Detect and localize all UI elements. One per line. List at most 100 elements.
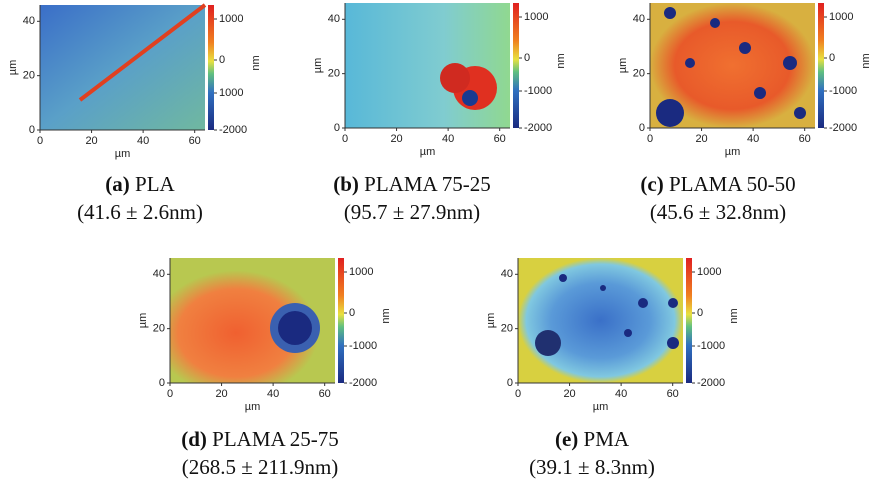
y-tick-label: 0 — [29, 124, 35, 136]
colorbar-tick-label: -2000 — [697, 377, 725, 389]
colorbar-tick-label: 1000 — [219, 13, 243, 25]
caption-line: (b) PLAMA 75-25 — [282, 170, 542, 198]
y-tick-label: 20 — [153, 323, 165, 335]
x-axis-label: µm — [115, 148, 131, 160]
colorbar-label: nm — [860, 53, 872, 68]
x-tick-label: 60 — [189, 135, 201, 147]
caption: (a) PLA (41.6 ± 2.6nm) — [10, 170, 270, 226]
colorbar-tick-label: 0 — [829, 52, 835, 64]
colorbar — [338, 258, 344, 383]
y-tick-label: 0 — [639, 122, 645, 134]
caption-roughness: (39.1 ± 8.3nm) — [529, 455, 655, 479]
colorbar — [513, 3, 519, 128]
pit — [783, 56, 797, 70]
y-tick-label: 0 — [507, 377, 513, 389]
colorbar-tick-label: 1000 — [697, 266, 721, 278]
caption-roughness: (41.6 ± 2.6nm) — [77, 200, 203, 224]
y-axis-label: µm — [7, 60, 19, 76]
x-tick-label: 0 — [515, 388, 521, 400]
x-tick-label: 20 — [390, 133, 402, 145]
y-tick-label: 40 — [23, 15, 35, 27]
pit — [754, 87, 766, 99]
colorbar — [686, 258, 692, 383]
x-tick-label: 0 — [167, 388, 173, 400]
y-tick-label: 0 — [159, 377, 165, 389]
x-tick-label: 20 — [563, 388, 575, 400]
y-axis-label: µm — [617, 58, 629, 74]
x-tick-label: 0 — [342, 133, 348, 145]
x-tick-label: 60 — [667, 388, 679, 400]
colorbar-tick-label: 0 — [697, 307, 703, 319]
caption-title: PMA — [583, 427, 630, 451]
caption-title: PLA — [135, 172, 175, 196]
x-tick-label: 40 — [747, 133, 759, 145]
y-tick-label: 20 — [501, 323, 513, 335]
y-tick-label: 20 — [328, 68, 340, 80]
pit — [535, 330, 561, 356]
y-tick-label: 40 — [328, 13, 340, 25]
pit — [710, 18, 720, 28]
caption-roughness: (95.7 ± 27.9nm) — [343, 200, 481, 224]
colorbar-tick-label: 1000 — [219, 87, 243, 99]
y-tick-label: 20 — [633, 68, 645, 80]
colorbar-tick-label: -2000 — [829, 122, 857, 134]
caption-label: (c) — [640, 172, 664, 196]
colorbar-tick-label: -1000 — [524, 85, 552, 97]
y-tick-label: 20 — [23, 70, 35, 82]
pit — [667, 337, 679, 349]
x-tick-label: 0 — [647, 133, 653, 145]
caption-label: (e) — [554, 427, 579, 451]
x-tick-label: 60 — [494, 133, 506, 145]
caption-line: (a) PLA — [10, 170, 270, 198]
caption-label: (b) — [333, 172, 359, 196]
caption: (b) PLAMA 75-25 (95.7 ± 27.9nm) — [282, 170, 542, 226]
colorbar-tick-label: -2000 — [349, 377, 377, 389]
x-axis-label: µm — [593, 401, 609, 413]
x-tick-label: 40 — [137, 135, 149, 147]
colorbar-tick-label: 0 — [524, 52, 530, 64]
y-tick-label: 0 — [334, 122, 340, 134]
caption-title: PLAMA 75-25 — [364, 172, 491, 196]
pit — [794, 107, 806, 119]
colorbar-label: nm — [250, 55, 262, 70]
pit — [739, 42, 751, 54]
colorbar — [208, 5, 214, 130]
caption-roughness: (268.5 ± 211.9nm) — [181, 455, 339, 479]
colorbar-tick-label: -1000 — [349, 340, 377, 352]
pit — [656, 99, 684, 127]
pit — [278, 311, 312, 345]
colorbar-tick-label: 1000 — [829, 11, 853, 23]
y-tick-label: 40 — [633, 13, 645, 25]
caption: (e) PMA (39.1 ± 8.3nm) — [462, 425, 722, 481]
caption: (c) PLAMA 50-50 (45.6 ± 32.8nm) — [588, 170, 848, 226]
x-tick-label: 20 — [215, 388, 227, 400]
pit — [624, 329, 632, 337]
colorbar-tick-label: -1000 — [829, 85, 857, 97]
y-axis-label: µm — [137, 313, 149, 329]
caption-line: (c) PLAMA 50-50 — [588, 170, 848, 198]
colorbar-tick-label: 1000 — [524, 11, 548, 23]
y-axis-label: µm — [312, 58, 324, 74]
colorbar-tick-label: 0 — [219, 54, 225, 66]
caption-line: (d) PLAMA 25-75 — [130, 425, 390, 453]
colorbar-tick-label: 0 — [349, 307, 355, 319]
pit — [559, 274, 567, 282]
x-axis-label: µm — [245, 401, 261, 413]
afm-image — [345, 3, 510, 128]
colorbar-label: nm — [728, 308, 740, 323]
caption-label: (d) — [181, 427, 207, 451]
x-tick-label: 20 — [85, 135, 97, 147]
afm-image — [518, 258, 683, 383]
colorbar-label: nm — [380, 308, 392, 323]
x-axis-label: µm — [725, 146, 741, 158]
pit — [685, 58, 695, 68]
x-tick-label: 40 — [615, 388, 627, 400]
colorbar-tick-label: -1000 — [697, 340, 725, 352]
y-axis-label: µm — [485, 313, 497, 329]
caption-line: (e) PMA — [462, 425, 722, 453]
colorbar-tick-label: 1000 — [349, 266, 373, 278]
caption-label: (a) — [105, 172, 130, 196]
caption-title: PLAMA 25-75 — [212, 427, 339, 451]
